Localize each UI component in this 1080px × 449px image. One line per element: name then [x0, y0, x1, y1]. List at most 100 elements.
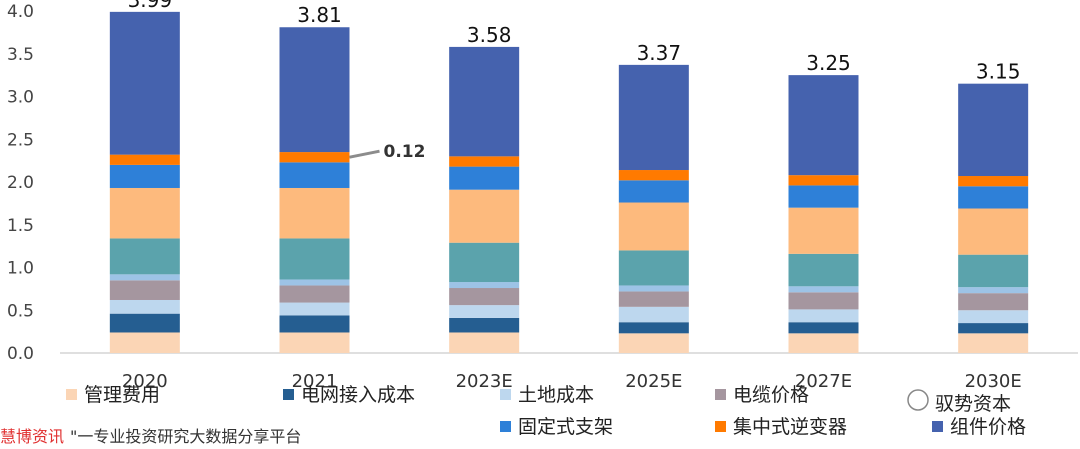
- bar-segment-3: [109, 299, 180, 314]
- bar-segment-5: [279, 279, 350, 286]
- bar-segment-3: [958, 310, 1029, 324]
- bar-segment-6: [449, 242, 520, 283]
- bar-segment-5: [958, 287, 1029, 294]
- bar-segment-8: [788, 185, 859, 208]
- category-label: 2030E: [965, 371, 1022, 392]
- bar-segment-1: [788, 333, 859, 353]
- y-tick-label: 1.5: [7, 216, 34, 236]
- bar-segment-4: [958, 293, 1029, 311]
- legend-swatch: [715, 421, 726, 432]
- bar-segment-1: [958, 333, 1029, 353]
- legend-swatch: [500, 389, 511, 400]
- bar-segment-3: [449, 305, 520, 318]
- bar-segment-1: [279, 332, 350, 353]
- y-tick-label: 4.0: [7, 2, 34, 22]
- bar-segment-4: [109, 280, 180, 300]
- y-tick-label: 2.0: [7, 173, 34, 193]
- bar-segment-6: [958, 254, 1029, 288]
- bar-segment-9: [449, 156, 520, 167]
- callout-annotation: 0.12: [349, 142, 426, 162]
- y-tick-label: 1.0: [7, 259, 34, 279]
- y-tick-label: 0.0: [7, 344, 34, 364]
- bar-segment-10: [109, 11, 180, 155]
- bar-segment-4: [618, 291, 689, 307]
- category-label: 2021: [292, 371, 338, 392]
- bar-segment-8: [958, 186, 1029, 209]
- bar-segment-4: [279, 285, 350, 303]
- bar-segment-3: [788, 309, 859, 323]
- legend-swatch: [66, 389, 77, 400]
- bar-segment-8: [618, 180, 689, 203]
- bar-segment-1: [449, 332, 520, 353]
- legend-label: 电网接入成本: [301, 384, 415, 406]
- category-label: 2023E: [456, 371, 513, 392]
- bar-segment-9: [958, 176, 1029, 187]
- bar-segment-10: [618, 64, 689, 171]
- legend-swatch: [283, 389, 294, 400]
- legend-swatch: [932, 421, 943, 432]
- value-labels: 3.99 3.81 3.58 3.37 3.25 3.15: [128, 0, 1021, 84]
- bar-segment-8: [279, 162, 350, 188]
- bar-segment-3: [618, 306, 689, 323]
- bar-segment-6: [109, 238, 180, 275]
- bar-segment-1: [618, 333, 689, 353]
- y-tick-label: 3.5: [7, 45, 34, 65]
- y-tick-label: 3.0: [7, 88, 34, 108]
- legend-label: 组件价格: [950, 416, 1026, 438]
- bar-segment-3: [279, 302, 350, 316]
- bar-segment-5: [788, 286, 859, 293]
- footer-source: 慧博资讯: [0, 427, 64, 446]
- callout-label: 0.12: [384, 142, 426, 162]
- bar-segment-7: [788, 207, 859, 254]
- category-label: 2020: [122, 371, 168, 392]
- y-tick-label: 0.5: [7, 301, 34, 321]
- y-tick-label: 2.5: [7, 130, 34, 150]
- bar-segment-7: [618, 202, 689, 251]
- bar-segment-1: [109, 332, 180, 353]
- legend-label: 固定式支架: [518, 416, 613, 438]
- bar-segment-4: [788, 292, 859, 310]
- bar-segment-10: [788, 75, 859, 176]
- bar-segment-9: [279, 152, 350, 163]
- bar-segment-5: [449, 282, 520, 289]
- category-label: 2025E: [625, 371, 682, 392]
- brand-watermark: 驭势资本: [935, 393, 1011, 415]
- bar-segment-6: [788, 253, 859, 287]
- total-label: 3.99: [128, 0, 173, 12]
- total-label: 3.15: [976, 60, 1021, 84]
- bar-segment-7: [449, 189, 520, 243]
- legend-swatch: [715, 389, 726, 400]
- bar-segment-8: [449, 166, 520, 190]
- bar-segment-9: [788, 175, 859, 186]
- bar-segment-7: [958, 208, 1029, 255]
- wechat-icon: [907, 389, 929, 411]
- legend-label: 集中式逆变器: [733, 416, 847, 438]
- legend-label: 管理费用: [84, 384, 160, 406]
- bar-segment-2: [109, 313, 180, 333]
- legend-label: 土地成本: [518, 384, 594, 406]
- bar-segment-5: [109, 274, 180, 281]
- category-label: 2027E: [795, 371, 852, 392]
- callout-leader: [349, 149, 380, 159]
- bar-segment-10: [279, 27, 350, 153]
- legend-label: 电缆价格: [733, 384, 809, 406]
- bar-segment-10: [958, 83, 1029, 177]
- bar-segment-4: [449, 288, 520, 306]
- total-label: 3.81: [297, 3, 342, 27]
- bar-segment-2: [449, 317, 520, 333]
- bars: [109, 11, 1029, 353]
- bar-segment-8: [109, 164, 180, 188]
- bar-segment-5: [618, 285, 689, 292]
- total-label: 3.25: [806, 51, 851, 75]
- bar-segment-7: [279, 187, 350, 239]
- x-axis-labels: 2020 2021 2023E 2025E 2027E 2030E: [122, 371, 1022, 392]
- total-label: 3.58: [467, 23, 512, 47]
- bar-segment-10: [449, 46, 520, 157]
- total-label: 3.37: [637, 41, 682, 65]
- bar-segment-2: [618, 322, 689, 334]
- footer-text: "一专业投资研究大数据分享平台: [70, 427, 301, 446]
- bar-segment-9: [109, 154, 180, 165]
